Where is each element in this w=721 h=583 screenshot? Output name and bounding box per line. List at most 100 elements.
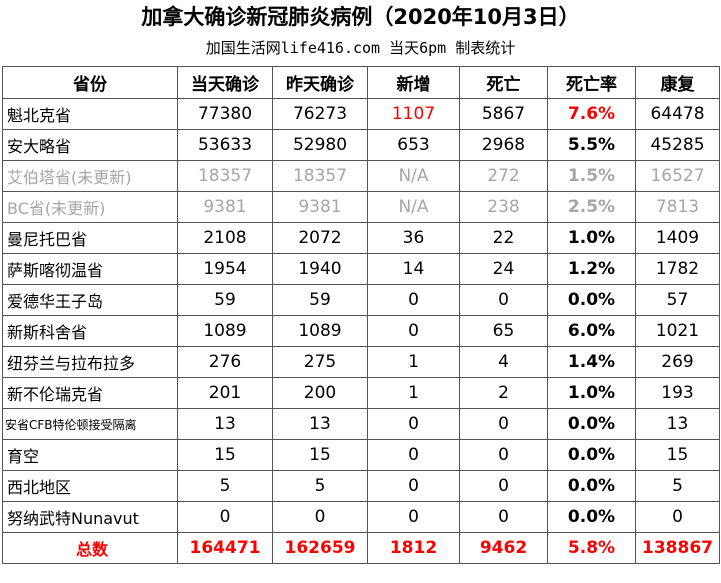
table-row: 安省CFB特伦顿接受隔离 13 13 0 0 0.0% 13	[2, 408, 720, 440]
page-subtitle: 加国生活网life416.com 当天6pm 制表统计	[205, 39, 516, 57]
death-rate-cell: 5.5%	[547, 129, 636, 161]
total-death-rate-cell: 5.8%	[547, 532, 636, 564]
recovered-cell: 0	[635, 501, 720, 533]
header-death-rate: 死亡率	[547, 66, 636, 99]
total-yesterday-confirmed-cell: 162659	[272, 532, 368, 564]
deaths-cell: 0	[459, 284, 548, 316]
total-deaths-cell: 9462	[459, 532, 548, 564]
header-recovered: 康复	[635, 66, 720, 99]
death-rate-cell: 0.0%	[547, 439, 636, 471]
today-confirmed-cell: 201	[177, 377, 273, 409]
recovered-cell: 193	[635, 377, 720, 409]
header-today-confirmed: 当天确诊	[177, 66, 273, 99]
province-cell: 艾伯塔省(未更新)	[2, 160, 178, 192]
deaths-cell: 238	[459, 191, 548, 223]
yesterday-confirmed-cell: 5	[272, 470, 368, 502]
new-cases-cell: 1107	[367, 98, 460, 130]
today-confirmed-cell: 5	[177, 470, 273, 502]
recovered-cell: 1782	[635, 253, 720, 285]
today-confirmed-cell: 53633	[177, 129, 273, 161]
new-cases-cell: 14	[367, 253, 460, 285]
table-row: 纽芬兰与拉布拉多 276 275 1 4 1.4% 269	[2, 346, 720, 378]
header-new: 新增	[367, 66, 460, 99]
today-confirmed-cell: 18357	[177, 160, 273, 192]
death-rate-cell: 0.0%	[547, 470, 636, 502]
page-title: 加拿大确诊新冠肺炎病例（2020年10月3日）	[141, 5, 580, 29]
new-cases-cell: 36	[367, 222, 460, 254]
new-cases-cell: N/A	[367, 191, 460, 223]
province-cell: 安大略省	[2, 129, 178, 161]
deaths-cell: 4	[459, 346, 548, 378]
recovered-cell: 64478	[635, 98, 720, 130]
table-row: 萨斯喀彻温省 1954 1940 14 24 1.2% 1782	[2, 253, 720, 285]
deaths-cell: 272	[459, 160, 548, 192]
recovered-cell: 269	[635, 346, 720, 378]
deaths-cell: 2	[459, 377, 548, 409]
death-rate-cell: 1.4%	[547, 346, 636, 378]
death-rate-cell: 0.0%	[547, 284, 636, 316]
new-cases-cell: N/A	[367, 160, 460, 192]
deaths-cell: 0	[459, 439, 548, 471]
table-row: 新不伦瑞克省 201 200 1 2 1.0% 193	[2, 377, 720, 409]
province-cell: 努纳武特Nunavut	[2, 501, 178, 533]
death-rate-cell: 1.5%	[547, 160, 636, 192]
province-cell: 新斯科舍省	[2, 315, 178, 347]
table-row: BC省(未更新) 9381 9381 N/A 238 2.5% 7813	[2, 191, 720, 223]
province-cell: 新不伦瑞克省	[2, 377, 178, 409]
total-province-cell: 总数	[2, 532, 178, 564]
table-body: 魁北克省 77380 76273 1107 5867 7.6% 64478 安大略省 53633…	[2, 98, 720, 564]
death-rate-cell: 0.0%	[547, 408, 636, 440]
death-rate-cell: 2.5%	[547, 191, 636, 223]
yesterday-confirmed-cell: 0	[272, 501, 368, 533]
table-row: 新斯科舍省 1089 1089 0 65 6.0% 1021	[2, 315, 720, 347]
today-confirmed-cell: 13	[177, 408, 273, 440]
header-yesterday-confirmed: 昨天确诊	[272, 66, 368, 99]
recovered-cell: 16527	[635, 160, 720, 192]
recovered-cell: 1021	[635, 315, 720, 347]
province-cell: 魁北克省	[2, 98, 178, 130]
yesterday-confirmed-cell: 9381	[272, 191, 368, 223]
province-cell: 安省CFB特伦顿接受隔离	[2, 408, 178, 440]
today-confirmed-cell: 1954	[177, 253, 273, 285]
new-cases-cell: 0	[367, 315, 460, 347]
death-rate-cell: 1.2%	[547, 253, 636, 285]
new-cases-cell: 653	[367, 129, 460, 161]
covid-cases-table: 省份 当天确诊 昨天确诊 新增 死亡 死亡率 康复 魁北克省 77380 76273…	[2, 66, 720, 564]
yesterday-confirmed-cell: 2072	[272, 222, 368, 254]
yesterday-confirmed-cell: 18357	[272, 160, 368, 192]
yesterday-confirmed-cell: 1940	[272, 253, 368, 285]
today-confirmed-cell: 77380	[177, 98, 273, 130]
total-today-confirmed-cell: 164471	[177, 532, 273, 564]
new-cases-cell: 1	[367, 377, 460, 409]
total-new-cases-cell: 1812	[367, 532, 460, 564]
table-row: 爱德华王子岛 59 59 0 0 0.0% 57	[2, 284, 720, 316]
recovered-cell: 15	[635, 439, 720, 471]
yesterday-confirmed-cell: 1089	[272, 315, 368, 347]
deaths-cell: 65	[459, 315, 548, 347]
province-cell: 育空	[2, 439, 178, 471]
province-cell: 曼尼托巴省	[2, 222, 178, 254]
new-cases-cell: 1	[367, 346, 460, 378]
new-cases-cell: 0	[367, 501, 460, 533]
table-row: 曼尼托巴省 2108 2072 36 22 1.0% 1409	[2, 222, 720, 254]
yesterday-confirmed-cell: 52980	[272, 129, 368, 161]
table-row: 魁北克省 77380 76273 1107 5867 7.6% 64478	[2, 98, 720, 130]
death-rate-cell: 0.0%	[547, 501, 636, 533]
province-cell: BC省(未更新)	[2, 191, 178, 223]
death-rate-cell: 7.6%	[547, 98, 636, 130]
table-row: 努纳武特Nunavut 0 0 0 0 0.0% 0	[2, 501, 720, 533]
death-rate-cell: 6.0%	[547, 315, 636, 347]
total-row: 总数 164471 162659 1812 9462 5.8% 138867	[2, 532, 720, 564]
new-cases-cell: 0	[367, 470, 460, 502]
new-cases-cell: 0	[367, 284, 460, 316]
yesterday-confirmed-cell: 275	[272, 346, 368, 378]
new-cases-cell: 0	[367, 439, 460, 471]
recovered-cell: 57	[635, 284, 720, 316]
yesterday-confirmed-cell: 59	[272, 284, 368, 316]
recovered-cell: 13	[635, 408, 720, 440]
table-header-row: 省份 当天确诊 昨天确诊 新增 死亡 死亡率 康复	[2, 66, 720, 99]
today-confirmed-cell: 9381	[177, 191, 273, 223]
deaths-cell: 24	[459, 253, 548, 285]
deaths-cell: 0	[459, 501, 548, 533]
today-confirmed-cell: 59	[177, 284, 273, 316]
